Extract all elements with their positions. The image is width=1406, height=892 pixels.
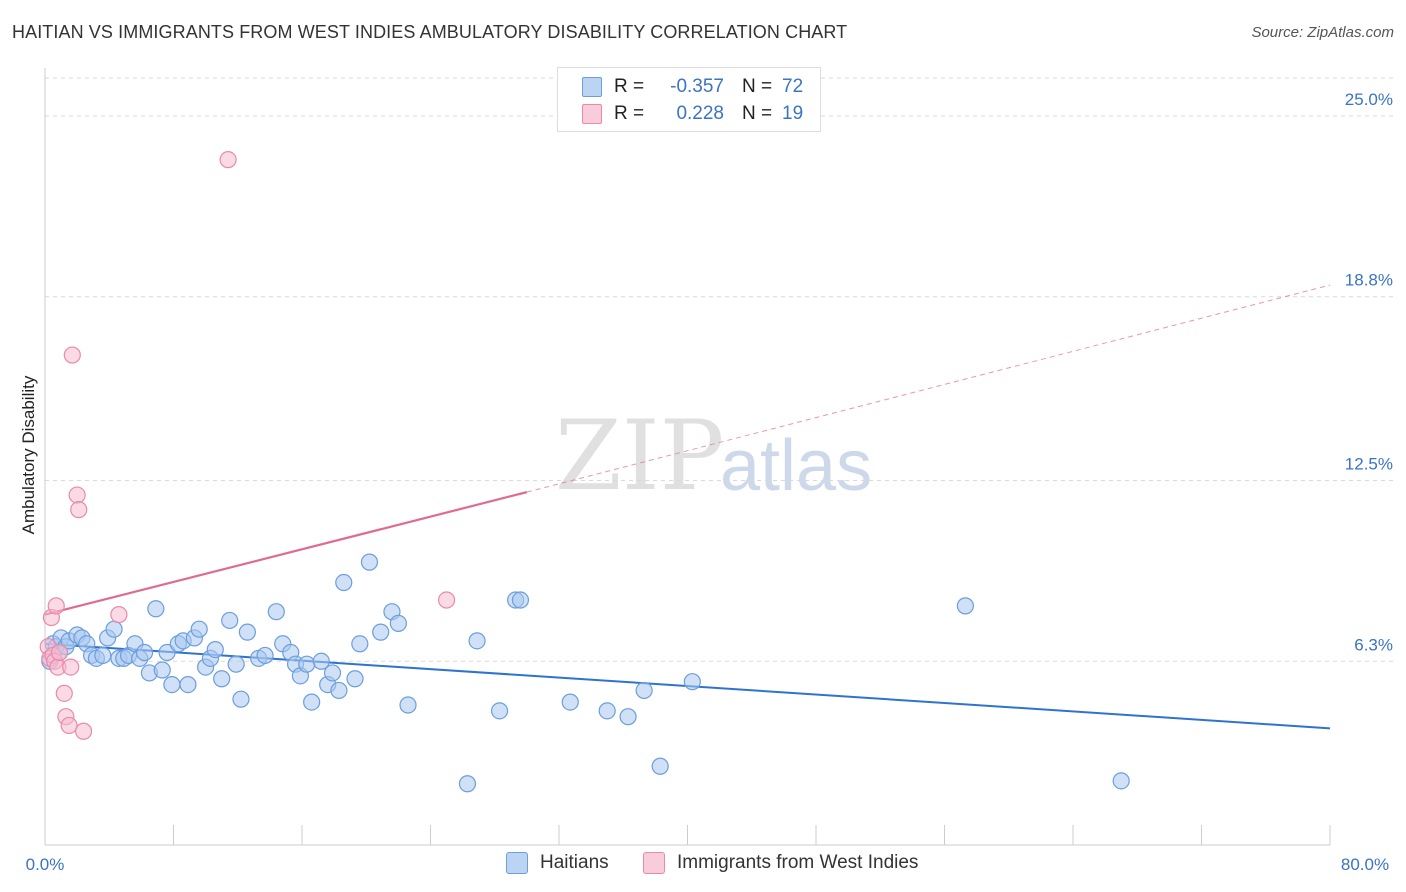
trend-line-west-indies-extrapolated — [526, 284, 1331, 493]
bottom-legend-label: Immigrants from West Indies — [677, 852, 919, 873]
point-haitians — [105, 620, 123, 638]
point-haitians — [206, 641, 224, 659]
point-haitians — [232, 690, 250, 708]
point-haitians — [153, 661, 171, 679]
point-haitians — [267, 603, 285, 621]
legend-r-value: 0.228 — [676, 103, 724, 124]
x-tick-label: 80.0% — [1341, 855, 1389, 874]
chart-title: HAITIAN VS IMMIGRANTS FROM WEST INDIES A… — [12, 22, 848, 42]
point-haitians — [956, 597, 974, 615]
legend-n-value: 72 — [782, 76, 804, 97]
point-haitians — [213, 670, 231, 688]
point-haitians — [360, 553, 379, 571]
point-west-indies — [110, 606, 128, 624]
point-haitians — [651, 757, 669, 775]
point-haitians — [256, 646, 274, 665]
y-tick-label: 25.0% — [1345, 90, 1393, 109]
y-tick-label: 6.3% — [1354, 635, 1393, 654]
point-haitians — [190, 620, 208, 638]
point-haitians — [490, 702, 509, 720]
point-haitians — [458, 775, 477, 793]
point-haitians — [227, 655, 245, 673]
point-haitians — [335, 573, 353, 592]
legend-r-value: -0.357 — [670, 76, 724, 97]
point-haitians — [158, 643, 176, 662]
bottom-legend-swatch-blue — [506, 852, 528, 874]
legend-r-label: R = — [614, 103, 645, 124]
watermark-atlas: atlas — [720, 426, 873, 506]
point-west-indies — [55, 684, 73, 702]
point-haitians — [179, 676, 197, 694]
point-haitians — [635, 681, 653, 700]
point-haitians — [346, 670, 364, 688]
legend-n-label: N = — [742, 103, 773, 124]
point-haitians — [330, 681, 348, 700]
point-haitians — [561, 693, 579, 711]
legend: R = -0.357 N = 72 R = 0.228 N = 19 — [557, 67, 821, 132]
axes — [44, 68, 1331, 846]
trend-line-west-indies — [44, 491, 528, 616]
bottom-legend-swatch-pink — [643, 852, 665, 874]
point-west-indies — [68, 486, 86, 504]
point-haitians — [298, 655, 316, 673]
point-haitians — [372, 623, 390, 641]
legend-row-west-indies: R = 0.228 N = 19 — [582, 103, 803, 125]
y-axis-label: Ambulatory Disability — [19, 375, 38, 534]
legend-swatch-pink — [582, 104, 602, 124]
point-west-indies — [219, 151, 237, 169]
point-haitians — [221, 611, 239, 630]
point-haitians — [389, 614, 407, 632]
point-haitians — [598, 702, 616, 720]
point-haitians — [323, 664, 342, 682]
point-haitians — [511, 591, 530, 609]
point-haitians — [1112, 772, 1130, 790]
point-west-indies — [63, 346, 81, 364]
point-west-indies — [60, 716, 78, 735]
point-haitians — [351, 635, 369, 653]
bottom-legend-west-indies: Immigrants from West Indies — [643, 852, 918, 874]
point-haitians — [303, 693, 321, 711]
point-haitians — [163, 676, 181, 694]
legend-n-value: 19 — [782, 103, 804, 124]
bottom-legend-haitians: Haitians — [506, 852, 609, 874]
y-tick-label: 12.5% — [1345, 454, 1393, 473]
point-haitians — [94, 646, 112, 665]
point-west-indies — [62, 658, 80, 676]
point-haitians — [238, 623, 256, 641]
legend-n-label: N = — [742, 76, 773, 97]
data-points — [39, 151, 1130, 793]
point-haitians — [312, 652, 330, 670]
point-west-indies — [70, 501, 88, 519]
point-haitians — [135, 643, 154, 662]
point-west-indies — [50, 643, 69, 662]
point-haitians — [683, 673, 701, 691]
point-haitians — [147, 600, 165, 618]
legend-swatch-blue — [582, 77, 602, 97]
source-note: Source: ZipAtlas.com — [1251, 24, 1394, 41]
bottom-legend: Haitians Immigrants from West Indies — [0, 852, 1406, 876]
point-haitians — [399, 696, 417, 714]
y-tick-label: 18.8% — [1345, 271, 1393, 290]
legend-r-label: R = — [614, 76, 645, 97]
point-haitians — [468, 632, 486, 650]
point-west-indies — [74, 722, 93, 740]
point-haitians — [619, 708, 637, 726]
watermark-zip: ZIP — [555, 400, 725, 512]
legend-row-haitians: R = -0.357 N = 72 — [582, 76, 803, 98]
bottom-legend-label: Haitians — [540, 852, 609, 873]
x-tick-label: 0.0% — [26, 855, 65, 874]
gridlines — [45, 77, 1395, 662]
point-west-indies — [437, 591, 456, 609]
point-west-indies — [47, 597, 65, 615]
tick-labels: 6.3% 12.5% 18.8% 25.0% 0.0% 80.0% — [26, 90, 1393, 874]
